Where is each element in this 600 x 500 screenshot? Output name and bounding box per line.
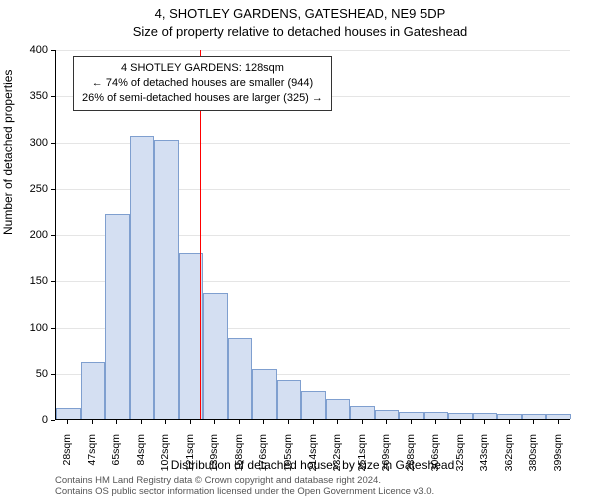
xtick-label: 158sqm bbox=[233, 434, 245, 484]
histogram-bar bbox=[179, 253, 204, 420]
ytick-label: 200 bbox=[8, 229, 48, 241]
xtick-mark bbox=[509, 420, 510, 424]
histogram-bar bbox=[448, 413, 473, 419]
histogram-bar bbox=[497, 414, 522, 419]
xtick-label: 121sqm bbox=[184, 434, 196, 484]
ytick-mark bbox=[51, 235, 55, 236]
xtick-label: 399sqm bbox=[552, 434, 564, 484]
chart-container: 4, SHOTLEY GARDENS, GATESHEAD, NE9 5DP S… bbox=[0, 0, 600, 500]
ytick-mark bbox=[51, 328, 55, 329]
histogram-bar bbox=[399, 412, 424, 419]
xtick-label: 343sqm bbox=[478, 434, 490, 484]
xtick-mark bbox=[141, 420, 142, 424]
histogram-bar bbox=[546, 414, 571, 419]
xtick-mark bbox=[362, 420, 363, 424]
histogram-bar bbox=[424, 412, 449, 419]
ytick-label: 0 bbox=[8, 414, 48, 426]
annotation-line2: ← 74% of detached houses are smaller (94… bbox=[82, 76, 323, 91]
histogram-bar bbox=[301, 391, 326, 419]
xtick-mark bbox=[92, 420, 93, 424]
xtick-label: 195sqm bbox=[282, 434, 294, 484]
xtick-mark bbox=[558, 420, 559, 424]
xtick-label: 269sqm bbox=[380, 434, 392, 484]
xtick-mark bbox=[386, 420, 387, 424]
xtick-label: 362sqm bbox=[503, 434, 515, 484]
histogram-bar bbox=[522, 414, 547, 419]
xtick-label: 84sqm bbox=[135, 434, 147, 484]
histogram-bar bbox=[228, 338, 253, 419]
histogram-bar bbox=[326, 399, 351, 419]
xtick-mark bbox=[288, 420, 289, 424]
xtick-mark bbox=[116, 420, 117, 424]
xtick-mark bbox=[263, 420, 264, 424]
histogram-bar bbox=[154, 140, 179, 419]
xtick-label: 28sqm bbox=[61, 434, 73, 484]
annotation-line1: 4 SHOTLEY GARDENS: 128sqm bbox=[82, 61, 323, 76]
ytick-mark bbox=[51, 420, 55, 421]
histogram-bar bbox=[130, 136, 155, 419]
xtick-label: 214sqm bbox=[307, 434, 319, 484]
xtick-label: 251sqm bbox=[356, 434, 368, 484]
ytick-mark bbox=[51, 96, 55, 97]
histogram-bar bbox=[252, 369, 277, 419]
histogram-bar bbox=[81, 362, 106, 419]
xtick-label: 380sqm bbox=[527, 434, 539, 484]
ytick-mark bbox=[51, 374, 55, 375]
xtick-label: 139sqm bbox=[208, 434, 220, 484]
chart-title-line2: Size of property relative to detached ho… bbox=[0, 24, 600, 39]
xtick-mark bbox=[165, 420, 166, 424]
xtick-label: 176sqm bbox=[257, 434, 269, 484]
xtick-mark bbox=[484, 420, 485, 424]
grid-line bbox=[56, 50, 570, 51]
ytick-label: 150 bbox=[8, 275, 48, 287]
xtick-mark bbox=[460, 420, 461, 424]
ytick-label: 400 bbox=[8, 44, 48, 56]
ytick-mark bbox=[51, 189, 55, 190]
xtick-mark bbox=[214, 420, 215, 424]
histogram-bar bbox=[375, 410, 400, 419]
histogram-bar bbox=[277, 380, 302, 419]
xtick-mark bbox=[337, 420, 338, 424]
histogram-bar bbox=[203, 293, 228, 419]
ytick-label: 350 bbox=[8, 90, 48, 102]
ytick-mark bbox=[51, 143, 55, 144]
xtick-label: 47sqm bbox=[86, 434, 98, 484]
ytick-label: 300 bbox=[8, 137, 48, 149]
xtick-mark bbox=[533, 420, 534, 424]
annotation-line3: 26% of semi-detached houses are larger (… bbox=[82, 91, 323, 106]
histogram-bar bbox=[56, 408, 81, 419]
histogram-bar bbox=[473, 413, 498, 419]
xtick-mark bbox=[190, 420, 191, 424]
xtick-mark bbox=[411, 420, 412, 424]
xtick-label: 288sqm bbox=[405, 434, 417, 484]
xtick-label: 325sqm bbox=[454, 434, 466, 484]
footnote-line2: Contains OS public sector information li… bbox=[55, 487, 434, 498]
ytick-label: 100 bbox=[8, 322, 48, 334]
annotation-box: 4 SHOTLEY GARDENS: 128sqm← 74% of detach… bbox=[73, 56, 332, 111]
ytick-label: 250 bbox=[8, 183, 48, 195]
ytick-mark bbox=[51, 281, 55, 282]
xtick-mark bbox=[435, 420, 436, 424]
xtick-mark bbox=[313, 420, 314, 424]
xtick-mark bbox=[67, 420, 68, 424]
ytick-mark bbox=[51, 50, 55, 51]
xtick-label: 306sqm bbox=[429, 434, 441, 484]
histogram-bar bbox=[350, 406, 375, 419]
xtick-label: 232sqm bbox=[331, 434, 343, 484]
xtick-label: 65sqm bbox=[110, 434, 122, 484]
xtick-label: 102sqm bbox=[159, 434, 171, 484]
ytick-label: 50 bbox=[8, 368, 48, 380]
chart-title-line1: 4, SHOTLEY GARDENS, GATESHEAD, NE9 5DP bbox=[0, 6, 600, 21]
histogram-bar bbox=[105, 214, 130, 419]
xtick-mark bbox=[239, 420, 240, 424]
